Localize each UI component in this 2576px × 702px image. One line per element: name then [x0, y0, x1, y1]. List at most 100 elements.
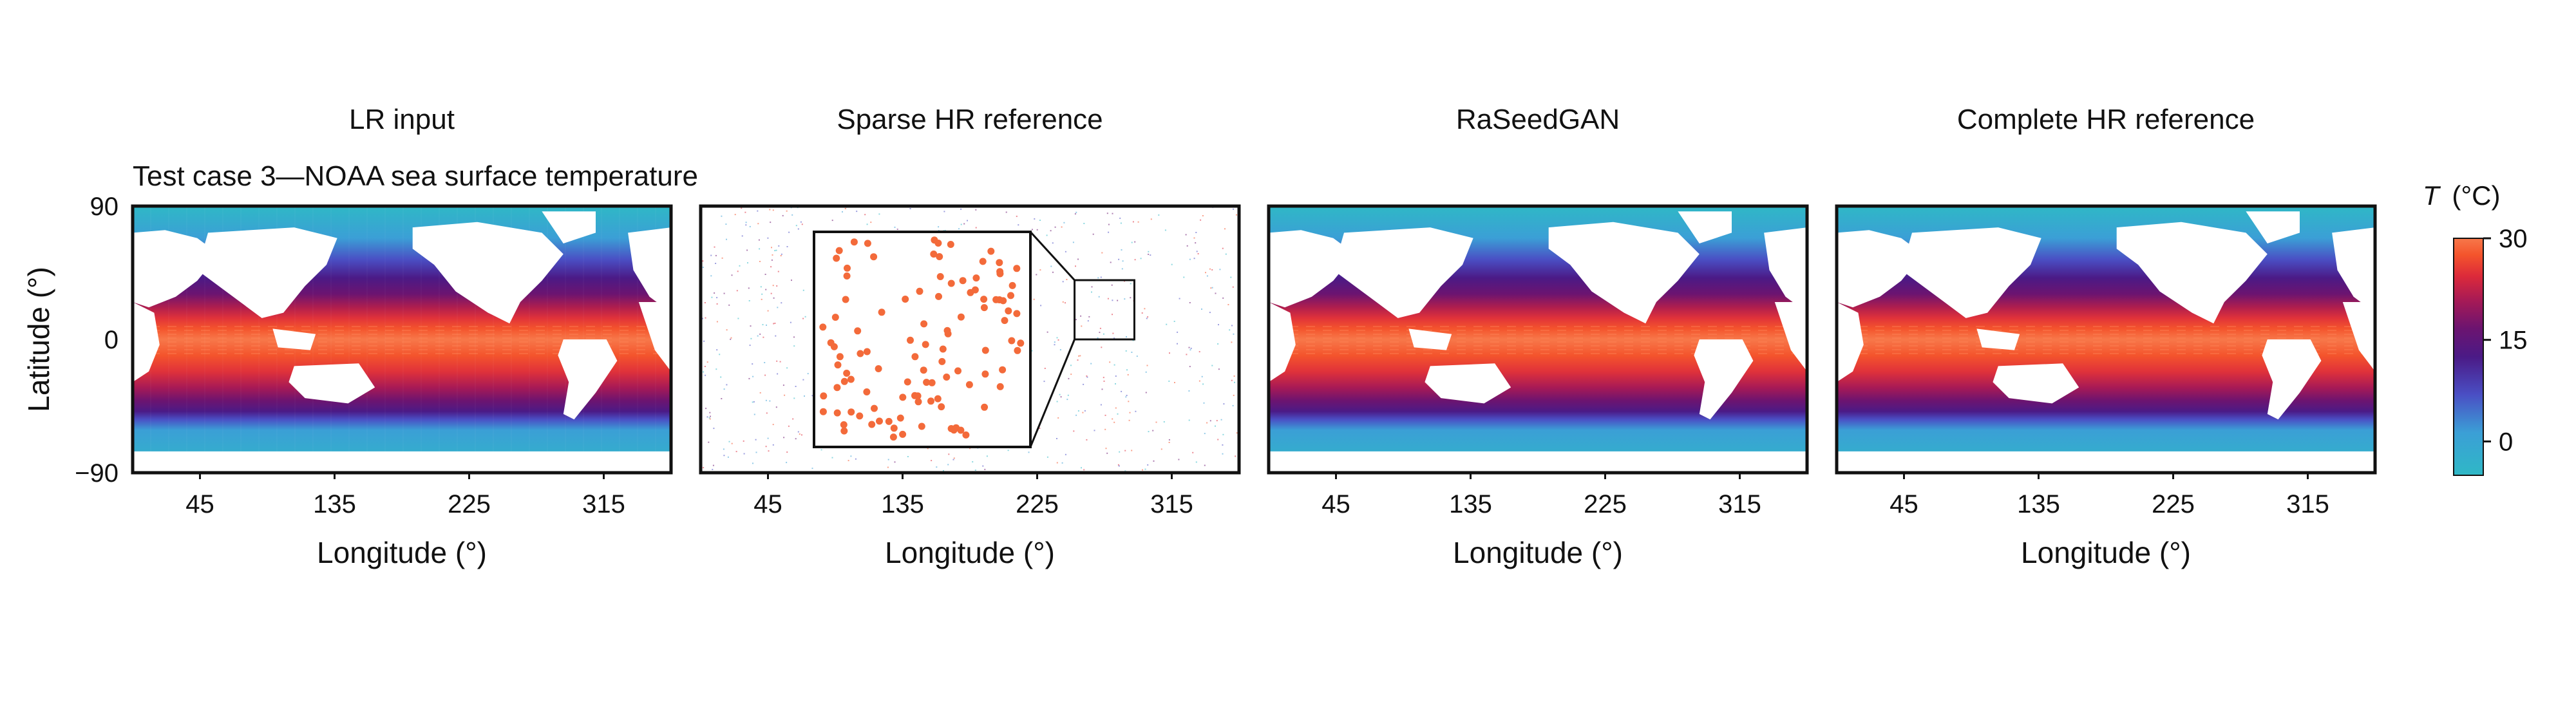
- sparse-point: [1108, 231, 1110, 233]
- sparse-point: [1233, 208, 1235, 210]
- inset-point: [992, 296, 1000, 303]
- inset-point: [848, 408, 855, 416]
- sparse-point: [1195, 461, 1197, 463]
- land-mask: [133, 230, 219, 308]
- sparse-point: [761, 293, 763, 295]
- sparse-point: [1126, 395, 1128, 396]
- sparse-point: [1177, 331, 1179, 333]
- panel-title: Complete HR reference: [1957, 104, 2255, 135]
- sparse-point: [1061, 226, 1063, 228]
- sparse-point: [1044, 368, 1046, 369]
- sparse-point: [765, 446, 767, 448]
- sparse-point: [1134, 259, 1136, 261]
- sparse-point: [1061, 462, 1063, 464]
- sparse-point: [952, 459, 954, 460]
- sparse-point: [1227, 304, 1229, 305]
- sparse-point: [811, 395, 813, 397]
- x-tick-label: 45: [1889, 490, 1918, 518]
- inset-point: [972, 274, 980, 282]
- sparse-point: [975, 209, 977, 211]
- sparse-point: [1046, 331, 1048, 333]
- sparse-point: [748, 287, 750, 289]
- panel-3: RaSeedGAN 45 135 225 315 Longitude (°): [1267, 104, 1809, 569]
- sparse-point: [1101, 346, 1103, 348]
- inset-point: [835, 247, 843, 254]
- x-tick-label: 225: [1584, 490, 1627, 518]
- sparse-point: [1091, 286, 1093, 288]
- sparse-point: [793, 345, 795, 347]
- sparse-point: [1173, 321, 1175, 322]
- sparse-point: [1052, 271, 1054, 273]
- sparse-point: [1075, 319, 1077, 321]
- sparse-point: [775, 249, 777, 251]
- sparse-point: [1188, 419, 1190, 421]
- sparse-point: [772, 285, 774, 287]
- sparse-point: [731, 442, 733, 444]
- sparse-point: [1036, 274, 1037, 276]
- sparse-point: [767, 310, 769, 312]
- sparse-point: [1120, 222, 1122, 224]
- sparse-point: [759, 333, 761, 335]
- sparse-point: [1193, 237, 1195, 239]
- sparse-point: [1077, 359, 1079, 361]
- sparse-point: [1189, 366, 1191, 368]
- sparse-point: [714, 246, 715, 248]
- sparse-point: [1057, 417, 1059, 419]
- x-tick-label: 315: [582, 490, 625, 518]
- colorbar-label: T (°C): [2423, 180, 2500, 211]
- inset-point: [996, 268, 1004, 276]
- sparse-point: [1186, 245, 1188, 247]
- sparse-point: [1155, 421, 1157, 423]
- x-axis-label: Longitude (°): [1453, 536, 1623, 569]
- sparse-point: [1066, 279, 1068, 280]
- inset-point: [914, 392, 922, 400]
- inset-point: [939, 345, 947, 353]
- sparse-point: [1072, 242, 1074, 243]
- sparse-point: [1125, 350, 1127, 352]
- land-mask: [1976, 328, 2020, 350]
- sparse-point: [735, 451, 737, 453]
- sparse-point: [726, 384, 728, 386]
- sparse-point: [1124, 450, 1126, 451]
- sparse-point: [1192, 451, 1194, 453]
- sparse-point: [1145, 392, 1147, 394]
- sparse-point: [750, 337, 752, 339]
- sparse-point: [788, 425, 790, 427]
- sparse-point: [1193, 258, 1195, 260]
- sparse-point: [1201, 308, 1202, 310]
- sparse-point: [1060, 396, 1062, 398]
- sparse-point: [777, 307, 779, 308]
- sparse-point: [743, 440, 744, 442]
- inset-point: [830, 343, 838, 350]
- sparse-point: [866, 223, 868, 225]
- sparse-point: [1056, 337, 1058, 339]
- inset-point: [868, 421, 876, 428]
- land-mask: [1269, 230, 1355, 308]
- sparse-point: [1118, 465, 1120, 467]
- sparse-point: [1086, 375, 1088, 377]
- sparse-point: [1206, 275, 1208, 277]
- sparse-point: [769, 209, 771, 211]
- inset-point: [878, 308, 886, 316]
- sparse-point: [1059, 394, 1061, 395]
- sparse-point: [1218, 368, 1220, 370]
- sparse-point: [753, 401, 755, 403]
- sparse-point: [792, 418, 794, 420]
- panel-title: Sparse HR reference: [837, 104, 1103, 135]
- sparse-point: [703, 467, 705, 469]
- sparse-point: [1233, 333, 1235, 335]
- inset-point: [981, 370, 989, 378]
- inset-point: [863, 348, 871, 356]
- inset-point: [819, 323, 827, 331]
- sparse-point: [1052, 242, 1054, 244]
- sparse-point: [802, 379, 804, 381]
- x-axis-label: Longitude (°): [2021, 536, 2191, 569]
- x-tick-label: 315: [1150, 490, 1193, 518]
- sparse-point: [1185, 234, 1187, 236]
- sparse-point: [755, 451, 757, 453]
- sparse-point: [791, 214, 793, 216]
- sparse-point: [1105, 448, 1107, 450]
- axes-frame: [699, 204, 1241, 475]
- zoom-connector: [1029, 339, 1075, 448]
- sparse-point: [1144, 468, 1146, 470]
